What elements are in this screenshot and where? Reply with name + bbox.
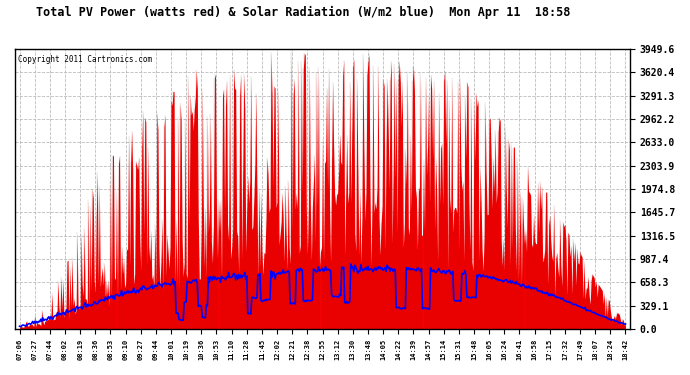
- Text: Copyright 2011 Cartronics.com: Copyright 2011 Cartronics.com: [18, 55, 152, 64]
- Text: Total PV Power (watts red) & Solar Radiation (W/m2 blue)  Mon Apr 11  18:58: Total PV Power (watts red) & Solar Radia…: [37, 6, 571, 19]
